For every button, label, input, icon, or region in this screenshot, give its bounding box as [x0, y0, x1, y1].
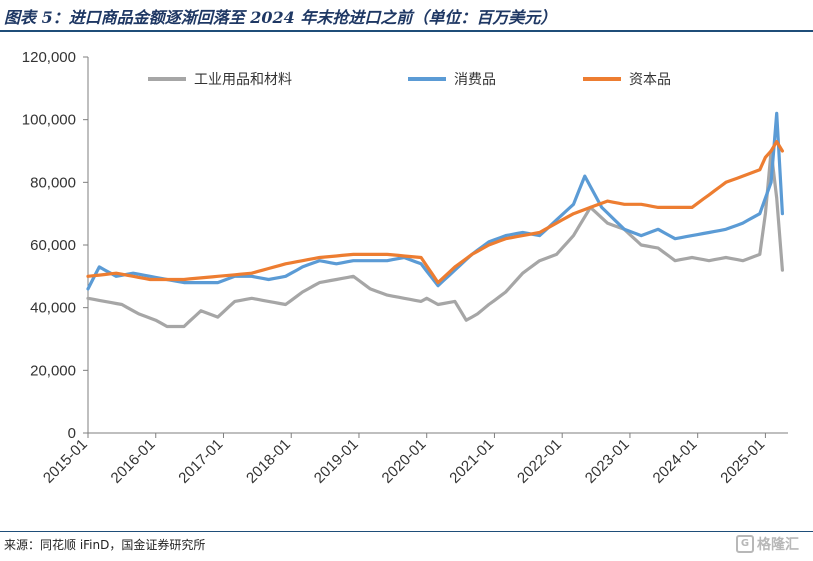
- x-tick-label: 2021-01: [446, 436, 497, 487]
- line-chart: 0 20,000 40,000 60,000 80,000 100,000 120,000 2…: [22, 49, 788, 487]
- y-tick-label: 100,000: [22, 112, 76, 129]
- x-tick-label: 2022-01: [514, 436, 565, 487]
- y-tick-label: 40,000: [30, 300, 76, 317]
- x-tick-label: 2019-01: [311, 436, 362, 487]
- x-tick-label: 2020-01: [379, 436, 430, 487]
- series-line-2: [86, 139, 785, 285]
- y-tick-label: 60,000: [30, 237, 76, 254]
- x-tick-label: 2023-01: [582, 436, 633, 487]
- legend-label-1: 消费品: [454, 72, 496, 88]
- x-tick-label: 2024-01: [650, 436, 701, 487]
- title-bar: 图表 5：进口商品金额逐渐回落至 2024 年末抢进口之前（单位：百万美元）: [0, 0, 813, 32]
- x-tick-label: 2018-01: [243, 436, 294, 487]
- y-tick-label: 80,000: [30, 174, 76, 191]
- x-tick-label: 2025-01: [717, 436, 768, 487]
- x-tick-label: 2017-01: [175, 436, 226, 487]
- y-tick-label: 20,000: [30, 362, 76, 379]
- series-line-1: [86, 111, 785, 291]
- x-tick-label: 2015-01: [40, 436, 91, 487]
- y-tick-label: 0: [68, 425, 76, 442]
- watermark-logo-icon: G: [736, 535, 754, 553]
- footer-divider: [0, 531, 813, 532]
- y-tick-label: 120,000: [22, 49, 76, 66]
- x-tick-label: 2016-01: [108, 436, 159, 487]
- legend-label-2: 资本品: [629, 72, 671, 88]
- legend-label-0: 工业用品和材料: [194, 72, 292, 88]
- watermark: G 格隆汇: [736, 534, 799, 554]
- watermark-text: 格隆汇: [757, 537, 799, 553]
- series-line-0: [86, 149, 785, 329]
- source-note: 来源：同花顺 iFinD，国金证券研究所: [4, 538, 206, 552]
- chart-title: 图表 5：进口商品金额逐渐回落至 2024 年末抢进口之前（单位：百万美元）: [4, 8, 557, 27]
